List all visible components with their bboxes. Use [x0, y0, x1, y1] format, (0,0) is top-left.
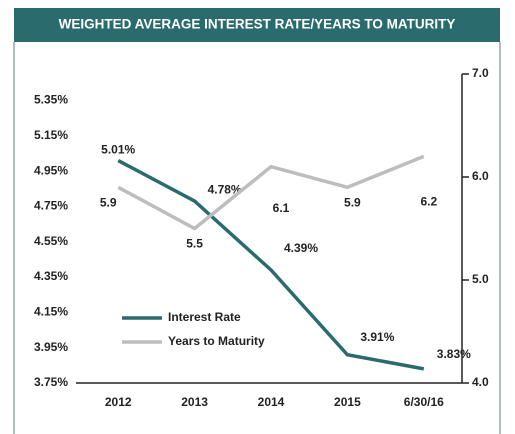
header-bar: [14, 8, 500, 42]
x-tick-label: 2014: [258, 395, 285, 409]
y-tick-label: 4.55%: [34, 234, 68, 248]
x-tick-label: 2015: [334, 395, 361, 409]
data-label: 6.2: [420, 195, 437, 209]
data-label: 3.91%: [360, 330, 394, 344]
data-label: 5.9: [344, 195, 361, 209]
y-tick-label: 4.75%: [34, 199, 68, 213]
y2-tick-label: 5.0: [472, 272, 489, 286]
data-label: 6.1: [273, 201, 290, 215]
legend-label: Years to Maturity: [168, 334, 265, 348]
y-tick-label: 4.35%: [34, 269, 68, 283]
legend-label: Interest Rate: [168, 310, 241, 324]
y-tick-label: 5.15%: [34, 128, 68, 142]
data-label: 4.39%: [284, 241, 318, 255]
data-label: 5.9: [100, 195, 117, 209]
y-tick-label: 3.95%: [34, 340, 68, 354]
y2-tick-label: 6.0: [472, 169, 489, 183]
data-label: 5.01%: [101, 143, 135, 157]
data-label: 3.83%: [437, 347, 471, 361]
series-line: [117, 158, 425, 371]
y-tick-label: 4.95%: [34, 163, 68, 177]
x-tick-label: 2012: [105, 395, 132, 409]
x-tick-label: 2013: [181, 395, 208, 409]
x-tick-label: 6/30/16: [404, 395, 444, 409]
y-tick-label: 3.75%: [34, 375, 68, 389]
y-tick-label: 4.15%: [34, 305, 68, 319]
y2-tick-label: 7.0: [472, 66, 489, 80]
y2-tick-label: 4.0: [472, 375, 489, 389]
chart-title: WEIGHTED AVERAGE INTEREST RATE/YEARS TO …: [59, 17, 456, 32]
series-line: [117, 154, 425, 231]
data-label: 4.78%: [208, 182, 242, 196]
y-tick-label: 5.35%: [34, 93, 68, 107]
data-label: 5.5: [186, 237, 203, 251]
